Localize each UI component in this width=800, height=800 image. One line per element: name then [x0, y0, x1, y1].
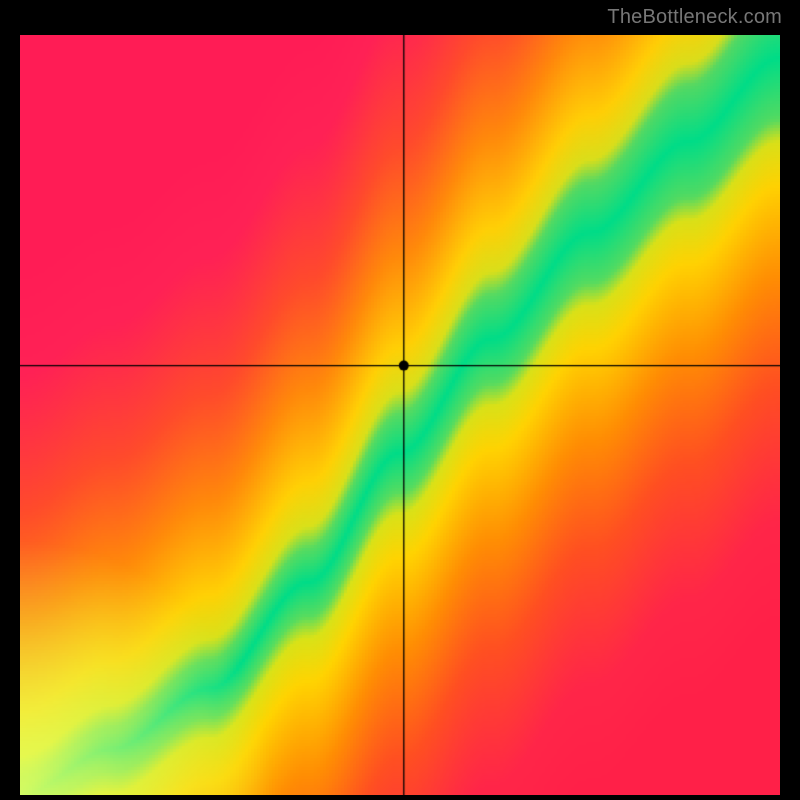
watermark-text: TheBottleneck.com: [607, 6, 782, 29]
bottleneck-heatmap: [20, 35, 780, 795]
chart-container: TheBottleneck.com: [0, 0, 800, 800]
heatmap-wrap: [20, 35, 780, 795]
